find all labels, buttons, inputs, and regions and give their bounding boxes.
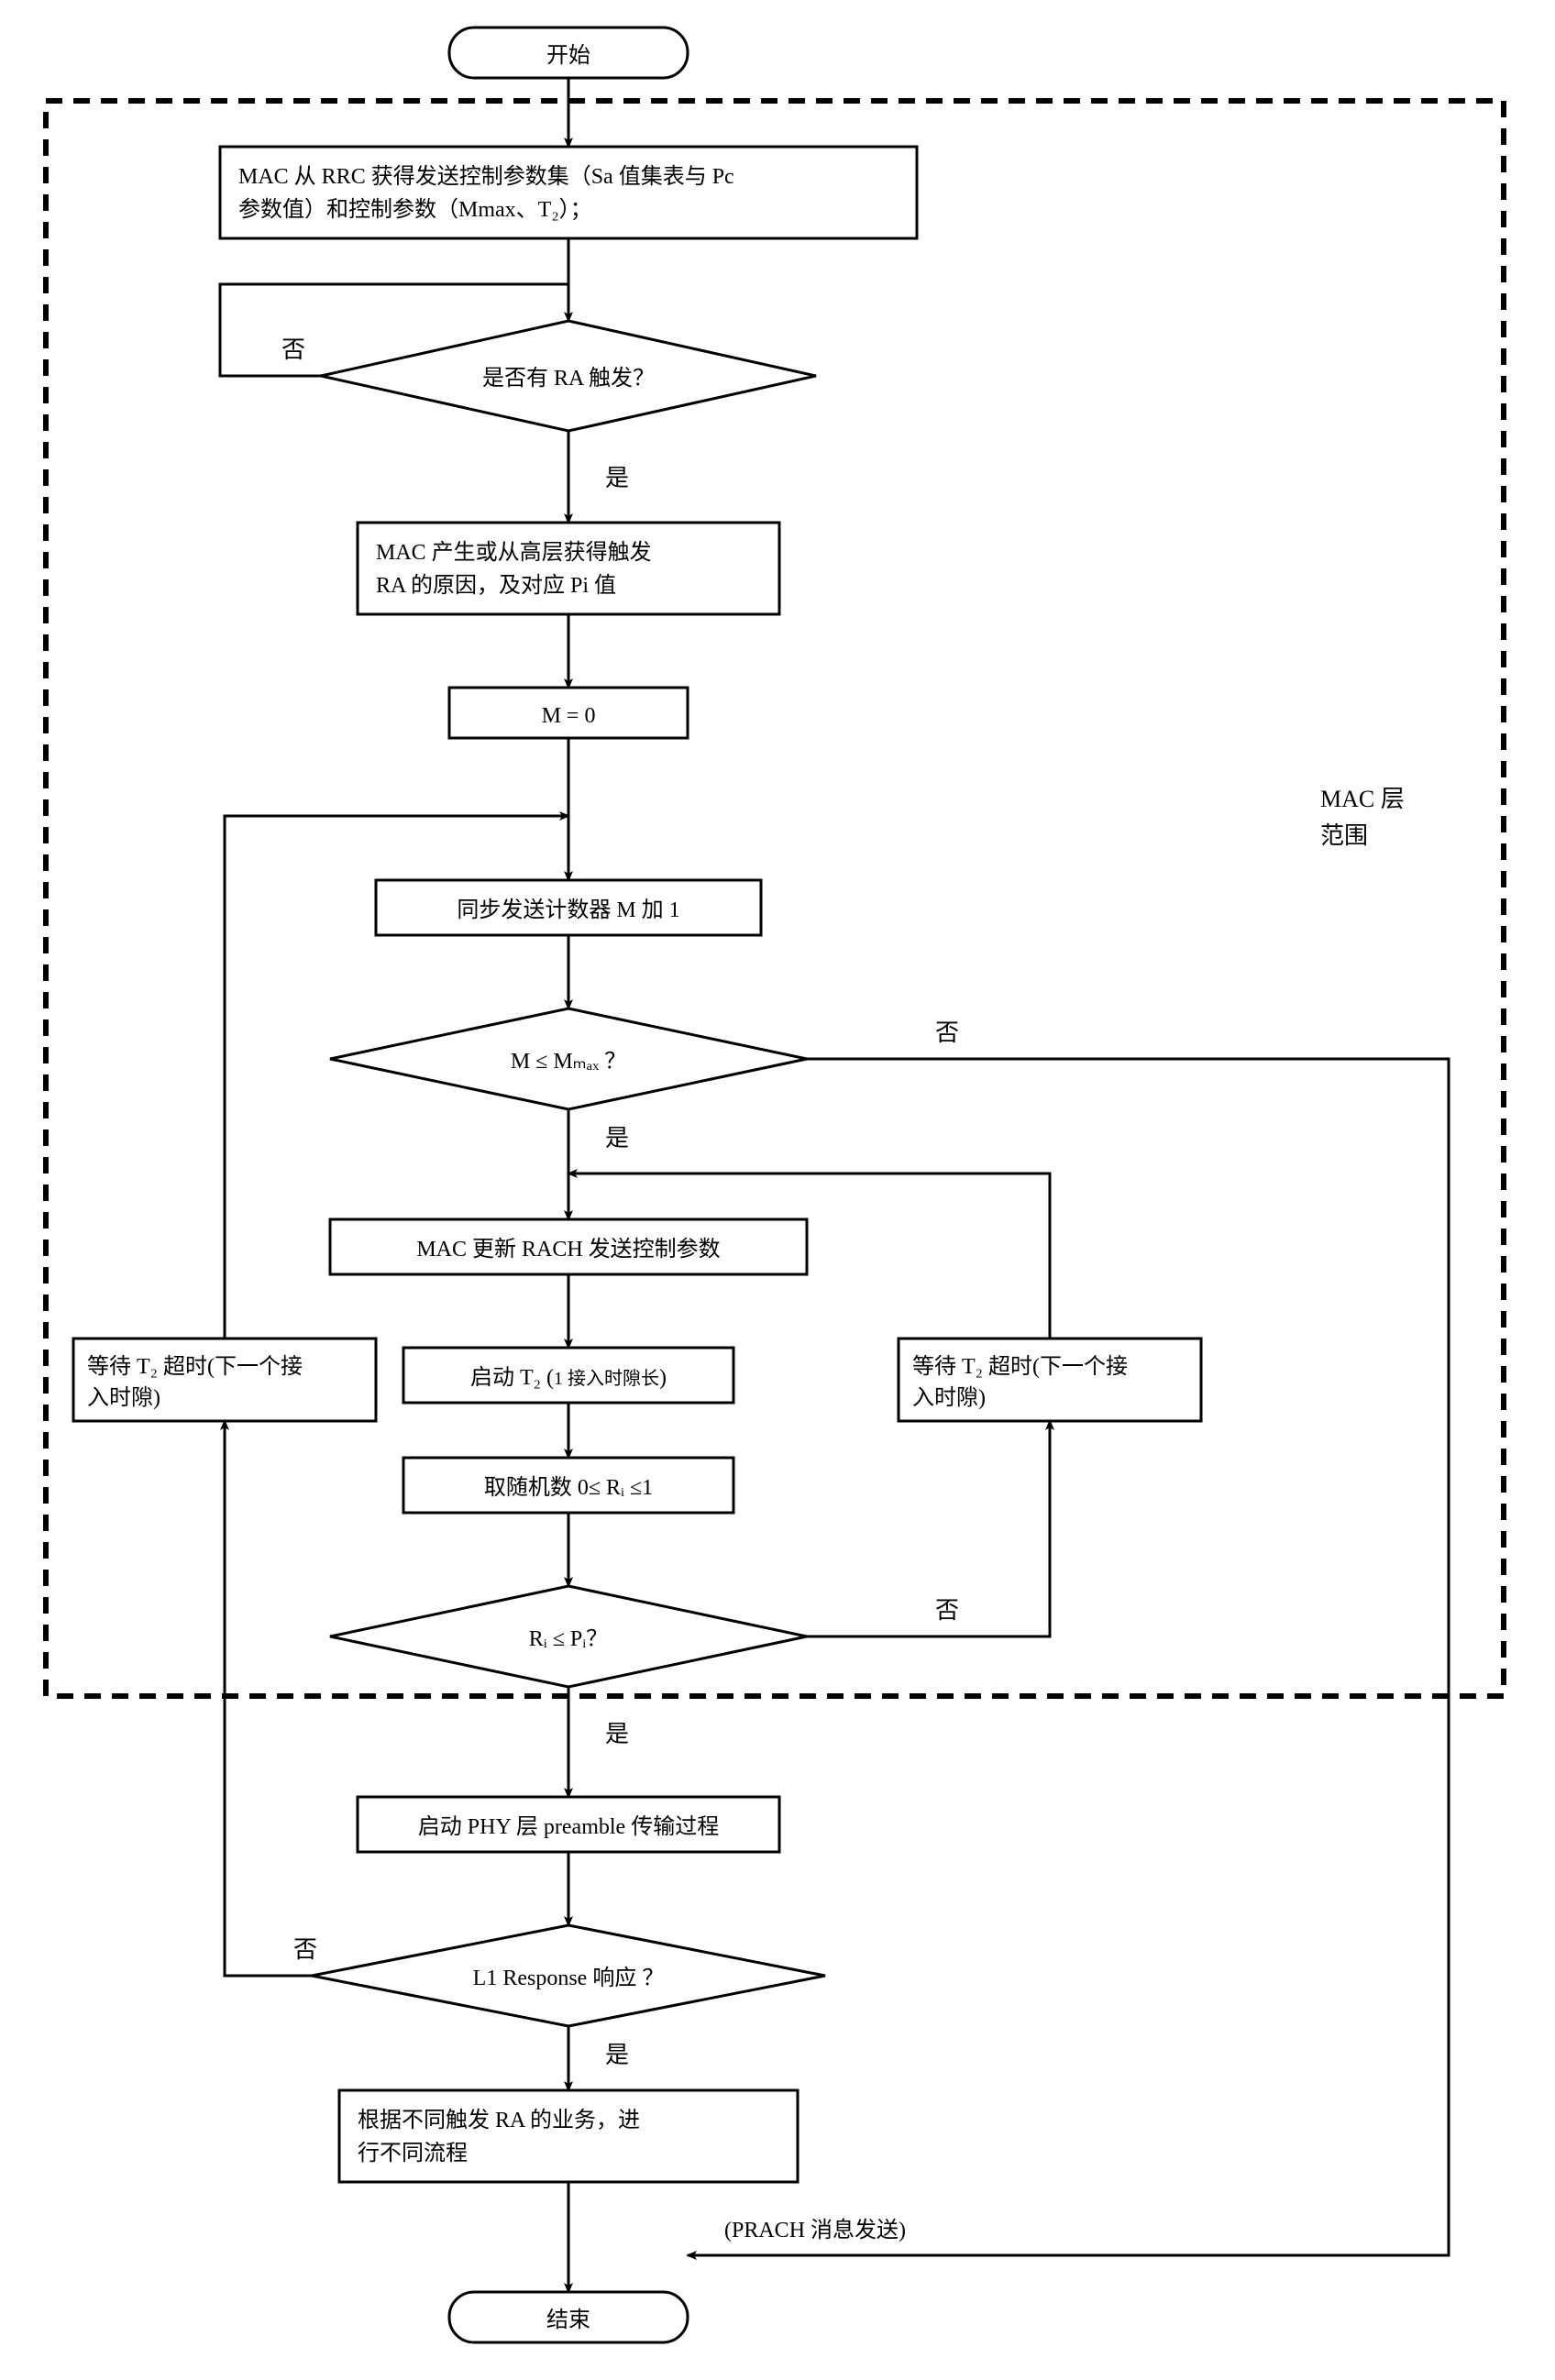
box-start-t2: 启动 T₂ (1 接入时隙长) xyxy=(403,1348,733,1403)
yes-label-d3: 是 xyxy=(605,1721,629,1747)
box-random: 取随机数 0≤ Rᵢ ≤1 xyxy=(403,1458,733,1513)
box-get-params: MAC 从 RRC 获得发送控制参数集（Sa 值集表与 Pc 参数值）和控制参数… xyxy=(220,147,917,238)
mac-layer-box xyxy=(46,101,1504,1696)
box-different-flows: 根据不同触发 RA 的业务，进 行不同流程 xyxy=(339,2090,798,2182)
no-label-d3: 否 xyxy=(935,1597,959,1624)
svg-text:MAC 更新 RACH 发送控制参数: MAC 更新 RACH 发送控制参数 xyxy=(416,1237,720,1262)
svg-text:是否有 RA 触发？: 是否有 RA 触发？ xyxy=(482,366,655,391)
svg-text:L1 Response 响应 ？: L1 Response 响应 ？ xyxy=(473,1966,665,1990)
box-phy-preamble: 启动 PHY 层 preamble 传输过程 xyxy=(358,1797,779,1852)
decision-l1-response: L1 Response 响应 ？ xyxy=(312,1925,825,2026)
svg-text:启动 PHY 层 preamble 传输过程: 启动 PHY 层 preamble 传输过程 xyxy=(418,1814,719,1839)
svg-text:M = 0: M = 0 xyxy=(542,704,596,728)
svg-text:启动 T₂ (1 接入时隙长): 启动 T₂ (1 接入时隙长) xyxy=(470,1365,667,1390)
decision-ra-trigger: 是否有 RA 触发？ xyxy=(321,321,816,431)
box-ra-reason: MAC 产生或从高层获得触发 RA 的原因，及对应 Pi 值 xyxy=(358,523,779,614)
start-terminal: 开始 xyxy=(449,28,688,78)
prach-note: (PRACH 消息发送) xyxy=(724,2218,906,2242)
box-m-zero: M = 0 xyxy=(449,688,688,738)
svg-text:Rᵢ ≤ Pᵢ？: Rᵢ ≤ Pᵢ？ xyxy=(529,1627,608,1651)
box-counter-inc: 同步发送计数器 M 加 1 xyxy=(376,880,761,935)
yes-label-d1: 是 xyxy=(605,465,629,491)
yes-label-d4: 是 xyxy=(605,2042,629,2068)
box-wait-left: 等待 T₂ 超时(下一个接 入时隙) xyxy=(73,1339,376,1421)
svg-text:取随机数 0≤ Rᵢ ≤1: 取随机数 0≤ Rᵢ ≤1 xyxy=(484,1475,653,1500)
no-label-d1: 否 xyxy=(281,336,305,363)
svg-text:结束: 结束 xyxy=(546,2308,590,2332)
svg-text:开始: 开始 xyxy=(546,43,590,68)
decision-m-max: M ≤ Mₘₐₓ ？ xyxy=(330,1008,807,1109)
no-label-d4: 否 xyxy=(293,1936,317,1963)
svg-text:同步发送计数器 M 加 1: 同步发送计数器 M 加 1 xyxy=(457,898,679,922)
yes-label-d2: 是 xyxy=(605,1125,629,1151)
decision-ri-pi: Rᵢ ≤ Pᵢ？ xyxy=(330,1586,807,1687)
box-update-rach: MAC 更新 RACH 发送控制参数 xyxy=(330,1219,807,1274)
svg-text:M ≤ Mₘₐₓ ？: M ≤ Mₘₐₓ ？ xyxy=(511,1050,626,1074)
box-wait-right: 等待 T₂ 超时(下一个接 入时隙) xyxy=(899,1339,1201,1421)
mac-layer-label: MAC 层 范围 xyxy=(1320,786,1410,849)
end-terminal: 结束 xyxy=(449,2292,688,2342)
no-label-d2: 否 xyxy=(935,1019,959,1046)
